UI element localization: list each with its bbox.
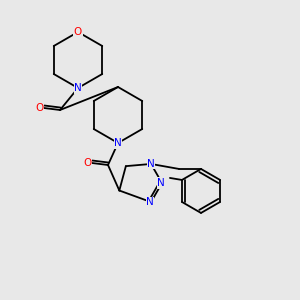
Text: N: N — [146, 197, 154, 207]
Text: N: N — [147, 159, 155, 169]
Text: O: O — [83, 158, 91, 168]
Text: O: O — [74, 27, 82, 37]
Text: N: N — [157, 178, 165, 188]
Text: N: N — [114, 138, 122, 148]
Text: O: O — [35, 103, 43, 113]
Text: N: N — [74, 83, 82, 93]
